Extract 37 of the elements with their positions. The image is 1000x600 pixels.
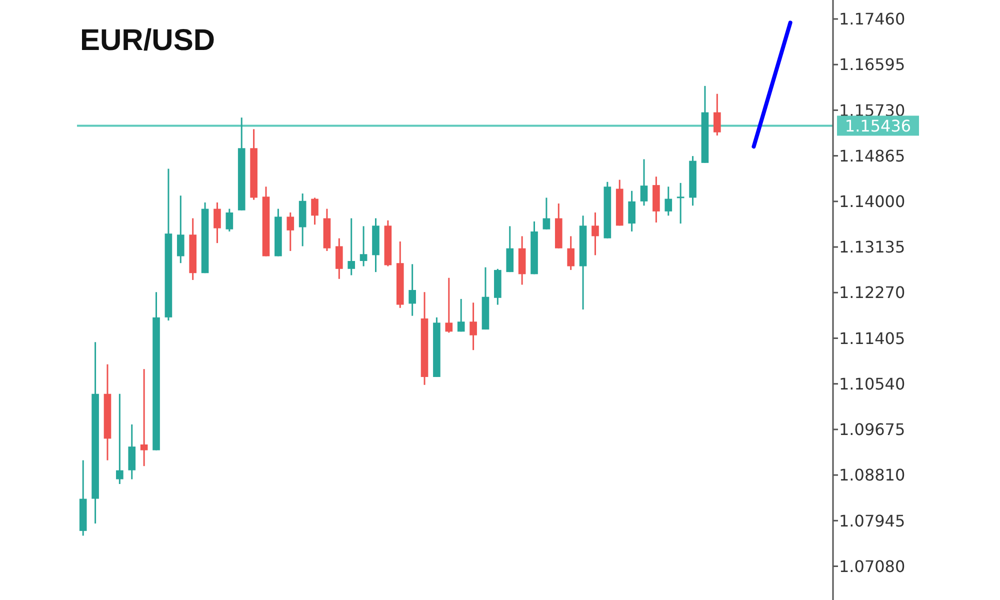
- candlestick: [336, 238, 343, 280]
- y-tick-label: 1.07080: [839, 556, 906, 576]
- candlestick: [140, 368, 148, 467]
- candlestick: [542, 196, 550, 230]
- y-tick-label: 1.14865: [839, 146, 906, 166]
- candlestick: [360, 225, 368, 268]
- candlestick: [457, 298, 465, 332]
- y-tick-label: 1.16595: [839, 55, 906, 74]
- candlestick: [506, 225, 514, 273]
- candlestick: [286, 212, 294, 252]
- candlestick: [640, 158, 648, 206]
- candlestick: [592, 212, 599, 256]
- candlestick: [226, 208, 234, 232]
- candlestick: [676, 182, 684, 224]
- candlestick: [176, 194, 184, 264]
- candlestick: [628, 190, 636, 232]
- candlestick: [214, 202, 221, 244]
- candlestick: [408, 263, 416, 317]
- y-tick-label: 1.14000: [839, 192, 906, 212]
- y-tick-label: 1.09675: [839, 420, 906, 440]
- y-tick-label: 1.11405: [839, 328, 906, 348]
- candlestick: [311, 196, 318, 226]
- y-tick-label: 1.17460: [839, 10, 906, 29]
- candlestick: [128, 424, 136, 480]
- y-tick-label: 1.10540: [839, 374, 906, 394]
- candlestick: [664, 186, 672, 216]
- text: EUR/USD: [80, 24, 216, 57]
- candlestick: [348, 218, 356, 276]
- candlestick: [470, 302, 477, 351]
- candlestick: [445, 277, 453, 334]
- y-tick-label: 1.08810: [839, 466, 906, 485]
- y-tick-label: 1.13135: [839, 238, 906, 257]
- candlestick: [567, 235, 574, 271]
- y-tick-label: 1.07945: [839, 511, 906, 530]
- candlestick: [714, 93, 721, 136]
- candlestick: [116, 393, 124, 485]
- y-tick-label: 1.12270: [839, 283, 906, 302]
